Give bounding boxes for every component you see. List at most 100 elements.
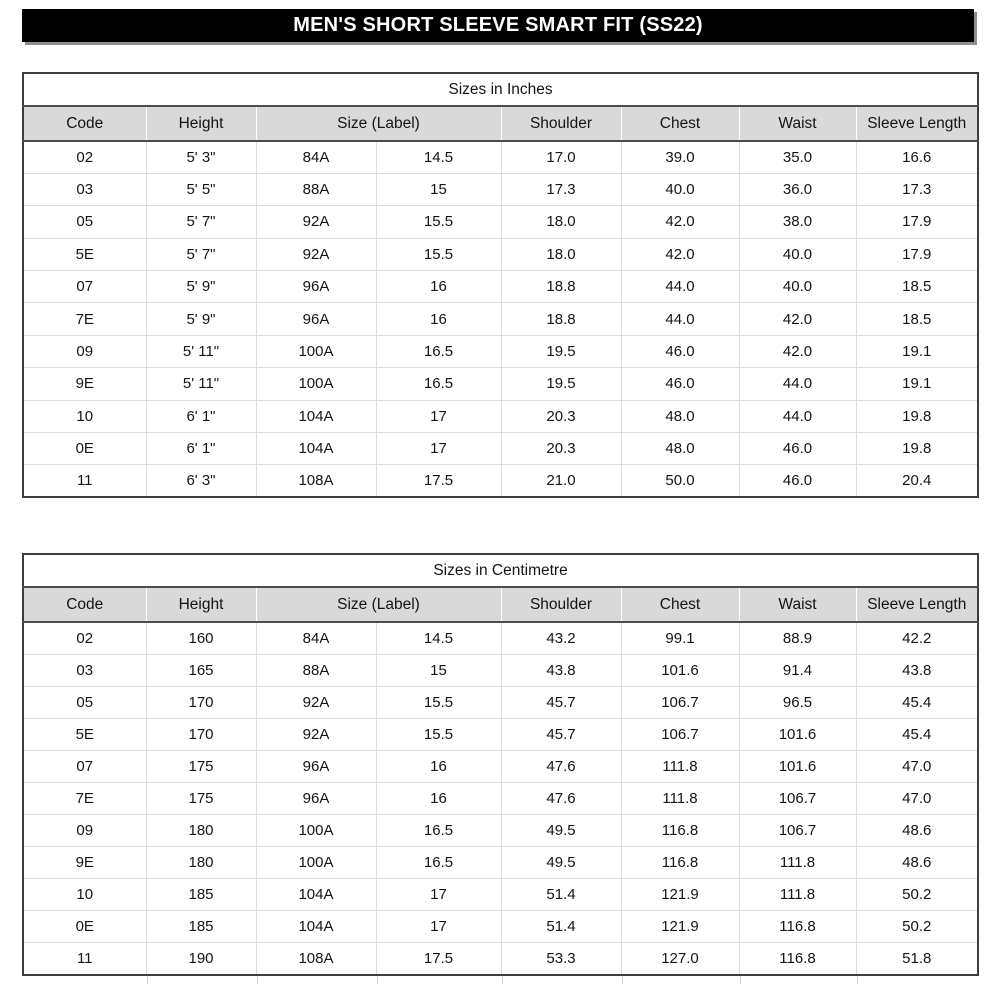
table-cell: 53.3	[500, 942, 621, 976]
table-cell: 96.5	[738, 685, 856, 719]
table-cell: 16.5	[375, 367, 501, 401]
table-cell: 17.9	[855, 237, 978, 271]
table-cell: 100A	[255, 367, 376, 401]
table-cell: 14.5	[375, 141, 501, 174]
table-row: 9E 180 100A 16.5 49.5 116.8 111.8 48.6	[23, 846, 979, 879]
table-cell: 46.0	[620, 334, 739, 368]
table-cell: 39.0	[620, 141, 739, 174]
column-header-chest: Chest	[620, 587, 739, 623]
table-row: 03 165 88A 15 43.8 101.6 91.4 43.8	[23, 653, 979, 687]
table-cell: 96A	[255, 302, 376, 336]
table-cell: 44.0	[738, 367, 856, 401]
table-cell: 96A	[255, 270, 376, 303]
table-cell: 106.7	[620, 717, 739, 751]
table-cell: 14.5	[375, 622, 501, 655]
column-header-size-label: Size (Label)	[255, 587, 501, 623]
table-cell: 02	[23, 622, 146, 655]
table-cell: 50.2	[855, 878, 979, 911]
table-cell: 100A	[255, 814, 376, 847]
table-cell: 05	[23, 205, 146, 239]
table-cell: 42.0	[620, 205, 739, 239]
table-cell: 175	[145, 749, 256, 783]
table-cell: 88.9	[738, 622, 856, 655]
table-cell: 106.7	[620, 685, 739, 719]
table-cell: 185	[145, 878, 256, 911]
table-cell: 51.4	[500, 910, 621, 943]
table-cell: 15	[375, 172, 501, 206]
table-cell: 18.5	[855, 270, 978, 303]
table-cell: 84A	[255, 622, 376, 655]
table-row: 09 180 100A 16.5 49.5 116.8 106.7 48.6	[23, 814, 979, 847]
table-cell: 11	[23, 942, 146, 976]
table-cell: 07	[23, 749, 146, 783]
table-cell: 49.5	[500, 846, 621, 879]
table-cell: 5' 11"	[145, 367, 256, 401]
table-cell: 46.0	[738, 432, 856, 465]
table-cell: 18.8	[500, 270, 621, 303]
table-cell: 19.5	[500, 367, 621, 401]
table-cell: 18.5	[855, 302, 978, 336]
table-cell: 44.0	[620, 270, 739, 303]
table-cell: 5' 9"	[145, 302, 256, 336]
table-cell: 0E	[23, 910, 146, 943]
table-cell: 104A	[255, 910, 376, 943]
table-row: 11 190 108A 17.5 53.3 127.0 116.8 51.8	[23, 942, 979, 976]
table-cell: 42.0	[738, 334, 856, 368]
table-cell: 19.1	[855, 334, 978, 368]
column-header-sleeve-length: Sleeve Length	[855, 106, 978, 142]
table-cell: 91.4	[738, 653, 856, 687]
gridline-tick	[502, 976, 503, 984]
table-cell: 5' 5"	[145, 172, 256, 206]
table-cell: 11	[23, 464, 146, 498]
table-cell: 16.5	[375, 814, 501, 847]
table-cell: 48.0	[620, 432, 739, 465]
table-cell: 116.8	[738, 910, 856, 943]
table-cell: 18.0	[500, 205, 621, 239]
table-row: 7E 175 96A 16 47.6 111.8 106.7 47.0	[23, 781, 979, 815]
table-cell: 111.8	[620, 749, 739, 783]
table-body: 02 160 84A 14.5 43.2 99.1 88.9 42.2 03 165 88A 15 43…	[23, 622, 979, 976]
table-cell: 160	[145, 622, 256, 655]
table-row: 05 170 92A 15.5 45.7 106.7 96.5 45.4	[23, 685, 979, 719]
table-cell: 106.7	[738, 814, 856, 847]
table-cell: 45.7	[500, 685, 621, 719]
table-cell: 35.0	[738, 141, 856, 174]
table-header-row: Code Height Size (Label) Shoulder Chest …	[23, 587, 979, 623]
table-cell: 40.0	[738, 237, 856, 271]
gridline-tick	[857, 976, 858, 984]
table-cell: 5' 3"	[145, 141, 256, 174]
table-row: 11 6' 3" 108A 17.5 21.0 50.0 46.0 20.4	[23, 464, 978, 498]
table-cell: 9E	[23, 367, 146, 401]
table-cell: 16	[375, 781, 501, 815]
table-cell: 17.3	[855, 172, 978, 206]
table-cell: 43.2	[500, 622, 621, 655]
table-row: 02 5' 3" 84A 14.5 17.0 39.0 35.0 16.6	[23, 141, 978, 174]
table-cell: 92A	[255, 685, 376, 719]
table-cell: 5E	[23, 237, 146, 271]
page-title: MEN'S SHORT SLEEVE SMART FIT (SS22)	[22, 9, 974, 42]
table-cell: 104A	[255, 878, 376, 911]
table-cell: 116.8	[738, 942, 856, 976]
table-cell: 50.2	[855, 910, 979, 943]
table-cell: 19.1	[855, 367, 978, 401]
table-cell: 16.5	[375, 334, 501, 368]
table-cell: 16.6	[855, 141, 978, 174]
table-cell: 190	[145, 942, 256, 976]
table-cell: 104A	[255, 399, 376, 433]
column-header-code: Code	[23, 106, 146, 142]
table-cell: 45.4	[855, 717, 979, 751]
column-header-chest: Chest	[620, 106, 739, 142]
spreadsheet-gridline-ticks	[24, 976, 979, 985]
table-body: 02 5' 3" 84A 14.5 17.0 39.0 35.0 16.6 03 5' 5" 88A…	[23, 141, 978, 498]
column-header-height: Height	[145, 587, 256, 623]
table-cell: 9E	[23, 846, 146, 879]
table-cell: 96A	[255, 781, 376, 815]
table-cell: 19.5	[500, 334, 621, 368]
table-cell: 7E	[23, 781, 146, 815]
table-cell: 09	[23, 814, 146, 847]
table-caption-row: Sizes in Centimetre	[23, 554, 979, 588]
table-cell: 84A	[255, 141, 376, 174]
table-cell: 185	[145, 910, 256, 943]
table-cell: 48.6	[855, 846, 979, 879]
table-cell: 17.5	[375, 464, 501, 498]
